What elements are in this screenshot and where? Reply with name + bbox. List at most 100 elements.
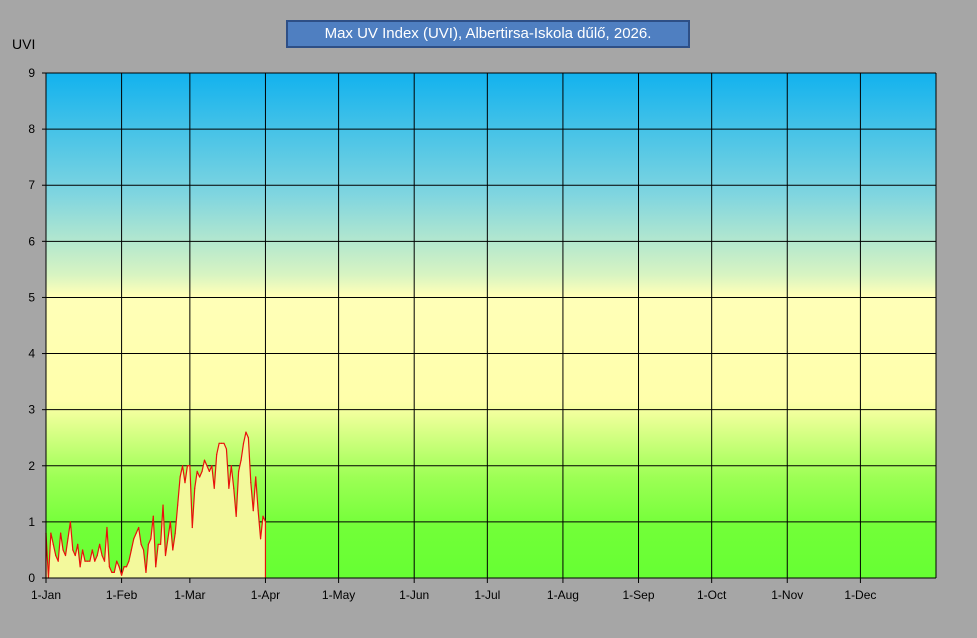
x-tick-label: 1-Aug bbox=[547, 588, 579, 602]
x-tick-label: 1-Apr bbox=[251, 588, 280, 602]
y-tick-label: 4 bbox=[28, 347, 35, 361]
data-point bbox=[189, 465, 191, 467]
data-point bbox=[120, 574, 123, 576]
y-tick-label: 5 bbox=[28, 290, 35, 304]
data-point bbox=[252, 510, 254, 512]
y-tick-label: 6 bbox=[28, 234, 35, 248]
data-point bbox=[199, 476, 201, 478]
data-point bbox=[79, 566, 81, 568]
data-point bbox=[216, 453, 218, 456]
data-point bbox=[86, 560, 89, 562]
y-tick-label: 3 bbox=[28, 403, 35, 417]
data-point bbox=[145, 571, 147, 573]
data-point bbox=[91, 549, 93, 551]
y-tick-label: 1 bbox=[28, 515, 35, 529]
data-point bbox=[245, 431, 247, 433]
data-point bbox=[160, 543, 162, 545]
data-point bbox=[89, 560, 91, 562]
y-axis-title: UVI bbox=[12, 36, 36, 52]
data-point bbox=[69, 521, 71, 523]
data-point bbox=[206, 465, 208, 467]
data-point bbox=[213, 487, 215, 489]
data-point bbox=[140, 543, 142, 545]
data-point bbox=[113, 571, 115, 573]
data-point bbox=[238, 470, 240, 472]
data-point bbox=[138, 526, 140, 529]
data-point bbox=[208, 470, 210, 472]
data-point bbox=[94, 560, 96, 562]
data-point bbox=[52, 543, 54, 545]
series-area bbox=[45, 431, 267, 579]
data-point bbox=[203, 459, 206, 461]
data-point bbox=[125, 566, 128, 568]
data-point bbox=[220, 442, 223, 444]
y-tick-label: 9 bbox=[28, 66, 35, 80]
data-point bbox=[62, 549, 64, 551]
data-point bbox=[186, 465, 189, 467]
x-tick-label: 1-Oct bbox=[697, 588, 727, 602]
data-point bbox=[67, 538, 69, 540]
data-point bbox=[128, 560, 130, 562]
data-point bbox=[116, 560, 118, 562]
data-point bbox=[262, 515, 264, 517]
data-point bbox=[191, 526, 193, 529]
x-tick-label: 1-May bbox=[322, 588, 355, 602]
x-tick-label: 1-Dec bbox=[844, 588, 876, 602]
data-point bbox=[177, 504, 179, 506]
data-point bbox=[218, 442, 220, 444]
data-point bbox=[103, 560, 106, 562]
data-point bbox=[135, 532, 137, 534]
tick-labels: 0 1 2 3 4 5 6 7 8 9 1-Jan 1-Feb 1-Mar 1-Apr 1-May 1-Jun… bbox=[28, 66, 876, 602]
data-point bbox=[155, 566, 157, 568]
data-point bbox=[196, 470, 198, 472]
data-point bbox=[179, 476, 181, 478]
data-point bbox=[50, 532, 52, 534]
data-point bbox=[223, 442, 225, 444]
axes bbox=[42, 72, 936, 583]
data-point bbox=[181, 465, 184, 467]
data-point bbox=[81, 549, 84, 551]
data-point bbox=[96, 554, 98, 557]
data-point bbox=[150, 538, 152, 540]
data-point bbox=[247, 437, 249, 439]
x-tick-label: 1-Sep bbox=[623, 588, 655, 602]
data-point bbox=[172, 549, 174, 551]
data-point bbox=[162, 504, 164, 506]
data-point bbox=[60, 532, 62, 534]
x-tick-label: 1-Mar bbox=[174, 588, 205, 602]
x-tick-label: 1-Jul bbox=[474, 588, 500, 602]
data-point bbox=[211, 465, 213, 467]
x-tick-label: 1-Feb bbox=[106, 588, 138, 602]
data-point bbox=[130, 549, 132, 551]
data-point bbox=[99, 543, 101, 545]
data-point bbox=[147, 543, 150, 545]
data-point bbox=[194, 487, 196, 489]
data-point bbox=[157, 543, 159, 545]
data-point bbox=[108, 566, 110, 568]
data-point bbox=[74, 554, 76, 557]
data-point bbox=[55, 554, 57, 557]
data-point bbox=[250, 482, 252, 484]
y-tick-label: 2 bbox=[28, 459, 35, 473]
y-tick-label: 8 bbox=[28, 122, 35, 136]
data-point bbox=[152, 515, 154, 517]
data-point bbox=[257, 510, 259, 512]
data-point bbox=[84, 560, 86, 562]
data-point bbox=[133, 538, 135, 540]
chart-title: Max UV Index (UVI), Albertirsa-Iskola dű… bbox=[286, 20, 690, 48]
data-point bbox=[228, 487, 230, 489]
data-point bbox=[259, 538, 262, 540]
data-point bbox=[111, 571, 113, 573]
data-point bbox=[72, 549, 74, 551]
x-tick-label: 1-Jan bbox=[31, 588, 61, 602]
x-tick-label: 1-Nov bbox=[771, 588, 803, 602]
data-point bbox=[118, 566, 120, 568]
data-point bbox=[142, 549, 145, 551]
data-point bbox=[169, 521, 171, 523]
data-point bbox=[167, 538, 169, 540]
data-point bbox=[242, 442, 245, 444]
data-point bbox=[235, 515, 237, 517]
data-point bbox=[174, 532, 176, 534]
data-point bbox=[106, 526, 108, 529]
data-point bbox=[77, 543, 79, 545]
